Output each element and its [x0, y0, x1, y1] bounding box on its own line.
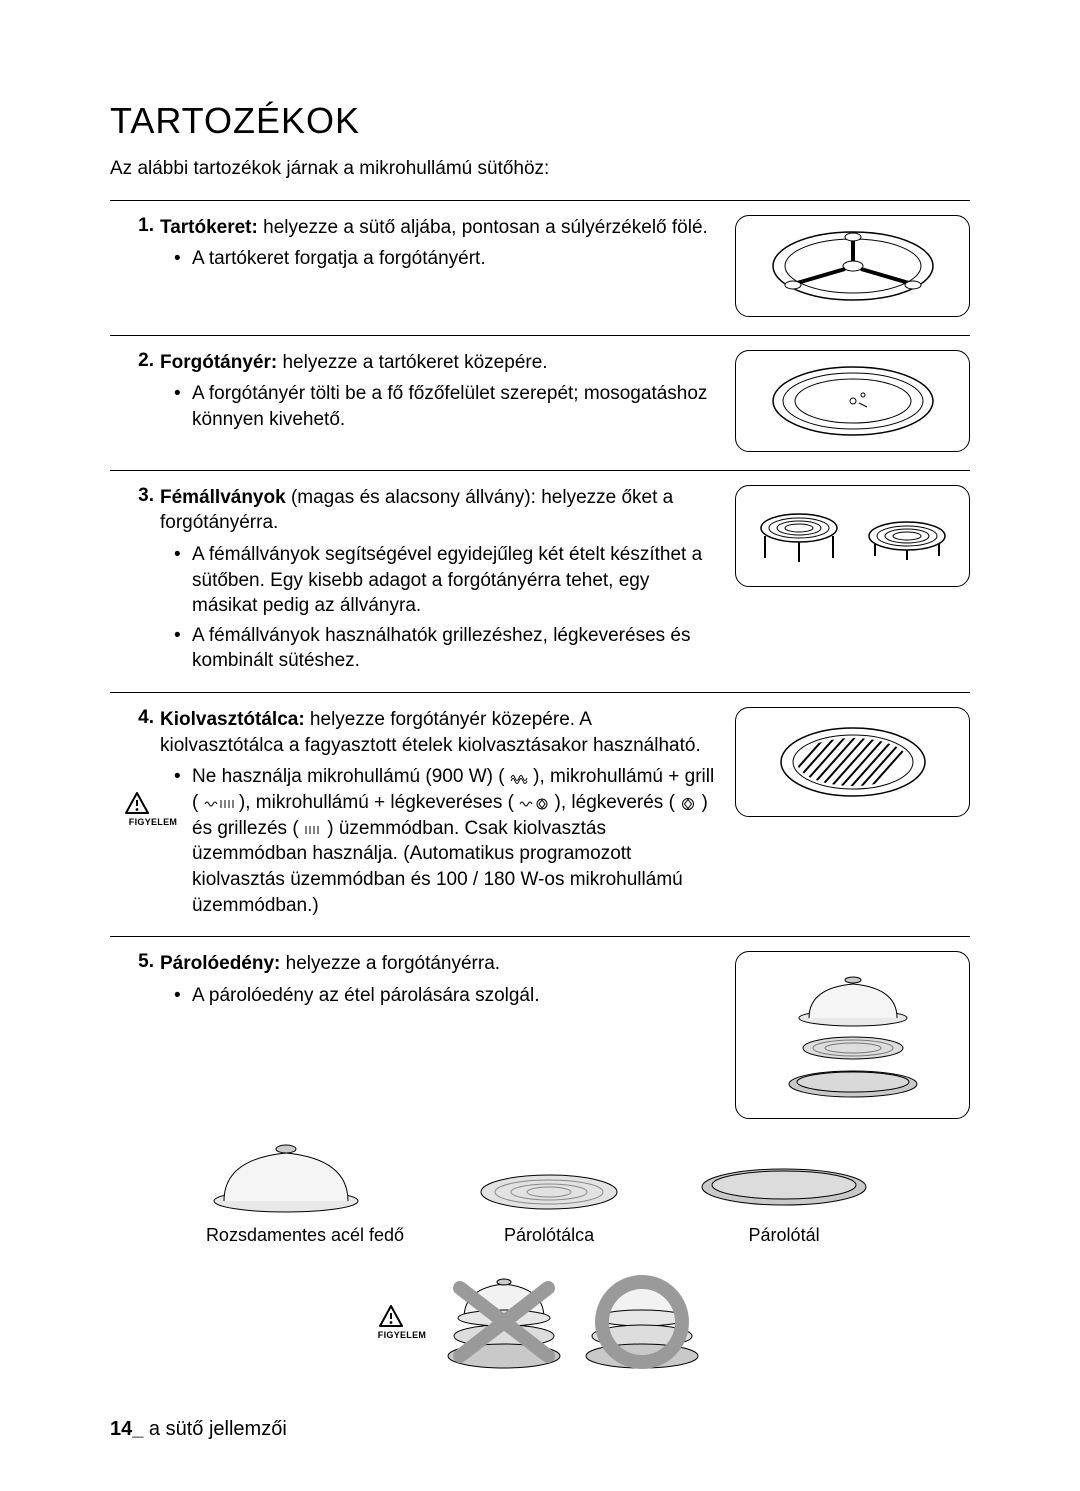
o-mark-icon [582, 1274, 702, 1370]
steamer-part-lid: Rozsdamentes acél fedő [206, 1133, 404, 1246]
caption: Rozsdamentes acél fedő [206, 1225, 404, 1246]
microwave-icon [510, 771, 528, 785]
convection-icon [680, 797, 696, 811]
wrong-assembly [444, 1274, 564, 1370]
caption: Párolótál [694, 1225, 874, 1246]
illustration-turntable [735, 350, 970, 452]
list-item: A fémállványok segítségével egyidejűleg … [160, 542, 717, 619]
item-number: 5. [120, 951, 154, 973]
section-title: TARTOZÉKOK [110, 100, 970, 142]
item-lead: Fémállványok (magas és alacsony állvány)… [160, 485, 717, 536]
item-number: 2. [120, 350, 154, 372]
steamer-part-bowl: Párolótál [694, 1163, 874, 1246]
caution-block: FIGYELEM [378, 1304, 426, 1340]
accessory-item-2: 2. Forgótányér: helyezze a tartókeret kö… [110, 335, 970, 470]
illustration-defrost-tray [735, 707, 970, 817]
list-item: A tartókeret forgatja a forgótányért. [160, 246, 717, 272]
accessory-item-4: 4. Kiolvasztótálca: helyezze forgótányér… [110, 692, 970, 936]
x-mark-icon [444, 1274, 564, 1370]
item-lead: Forgótányér: helyezze a tartókeret közep… [160, 350, 717, 376]
steamer-parts-row: Rozsdamentes acél fedő Párolótálca Párol… [110, 1133, 970, 1246]
item-number: 1. [120, 215, 154, 237]
list-item: A fémállványok használhatók grillezéshez… [160, 623, 717, 674]
accessory-item-3: 3. Fémállványok (magas és alacsony állvá… [110, 470, 970, 692]
accessory-item-5: 5. Párolóedény: helyezze a forgótányérra… [110, 936, 970, 1388]
list-item: A forgótányér tölti be a fő főzőfelület … [160, 381, 717, 432]
page-footer: 14_ a sütő jellemzői [110, 1418, 287, 1441]
correct-assembly [582, 1274, 702, 1370]
item-lead: Párolóedény: helyezze a forgótányérra. [160, 951, 717, 977]
steamer-part-tray: Párolótálca [474, 1169, 624, 1246]
list-item: Ne használja mikrohullámú (900 W) ( ), m… [160, 764, 717, 918]
warning-icon [378, 1304, 404, 1328]
illustration-metal-racks [735, 485, 970, 587]
illustration-roller-ring [735, 215, 970, 317]
item-lead: Kiolvasztótálca: helyezze forgótányér kö… [160, 707, 717, 758]
accessory-item-1: 1. Tartókeret: helyezze a sütő aljába, p… [110, 200, 970, 335]
assembly-guidance-row: FIGYELEM [110, 1274, 970, 1370]
list-item: A párolóedény az étel párolására szolgál… [160, 983, 717, 1009]
item-number: 4. [120, 707, 154, 729]
grill-icon [304, 823, 322, 837]
microwave-grill-icon [204, 797, 234, 811]
microwave-convection-icon [519, 797, 549, 811]
caption: Párolótálca [474, 1225, 624, 1246]
intro-text: Az alábbi tartozékok járnak a mikrohullá… [110, 156, 970, 182]
warning-icon [124, 791, 150, 815]
caution-label: FIGYELEM [378, 1330, 426, 1340]
illustration-steamer-stack [735, 951, 970, 1119]
item-lead: Tartókeret: helyezze a sütő aljába, pont… [160, 215, 717, 241]
item-number: 3. [120, 485, 154, 507]
